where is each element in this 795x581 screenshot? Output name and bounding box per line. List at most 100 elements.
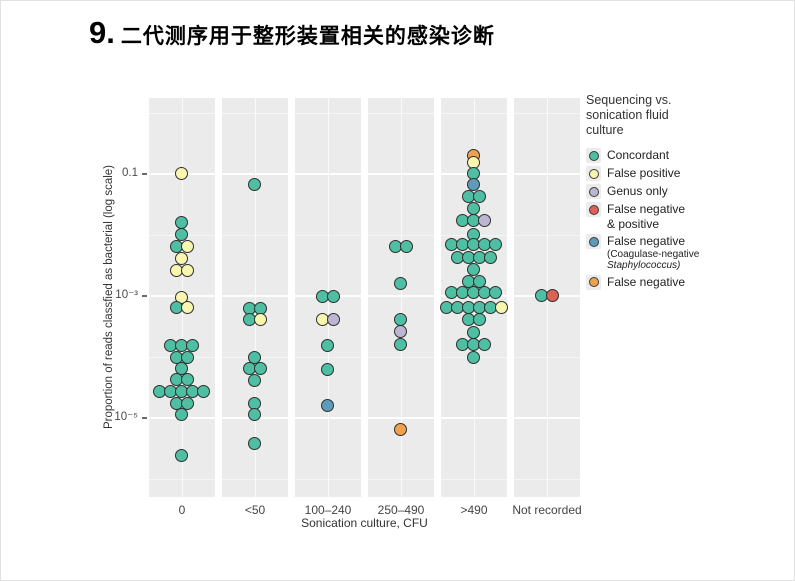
facet-panel-5 — [514, 98, 580, 497]
y-tick-mark — [142, 417, 147, 419]
data-point-c — [175, 448, 188, 462]
data-point-fp — [175, 252, 188, 266]
legend-key-icon — [586, 184, 601, 199]
legend-item-label: False negative (Coagulase-negative Staphyl… — [607, 234, 700, 271]
facet-panel-3 — [368, 98, 434, 497]
gridline-minor — [222, 235, 288, 236]
data-point-c — [321, 339, 334, 353]
data-point-fp — [180, 263, 194, 277]
legend-items: Concordant False positive Genus only False … — [586, 148, 791, 290]
legend-key-icon — [586, 274, 601, 290]
legend-key-dot — [588, 236, 599, 247]
data-point-c — [394, 312, 407, 326]
gridline-minor — [222, 113, 288, 114]
legend-item-label: False positive — [607, 166, 681, 180]
data-point-fp — [180, 301, 194, 315]
facet-panel-2 — [295, 98, 361, 497]
gridline-minor — [514, 357, 580, 358]
legend: Sequencing vs. sonication fluid culture … — [586, 93, 791, 293]
gridline-minor — [441, 479, 507, 480]
legend-key-dot — [588, 150, 599, 161]
gridline-major — [295, 417, 361, 419]
legend-item-fn: False negative — [586, 274, 791, 290]
data-point-fp — [180, 240, 194, 254]
y-tick-label: 10⁻³ — [115, 289, 138, 301]
legend-title: Sequencing vs. sonication fluid culture — [586, 93, 672, 137]
data-point-c — [197, 384, 210, 398]
gridline-major — [368, 417, 434, 419]
gridline-major — [295, 173, 361, 175]
data-point-g — [326, 313, 340, 327]
facet-panel-1 — [222, 98, 288, 497]
gridline-major — [222, 173, 288, 175]
y-tick-mark — [142, 295, 147, 297]
legend-key-dot — [588, 186, 599, 197]
data-point-c — [399, 240, 413, 254]
data-point-c — [483, 250, 497, 264]
data-point-c — [321, 362, 334, 376]
data-point-c — [467, 351, 480, 365]
data-point-c — [248, 374, 261, 388]
data-point-g — [394, 324, 407, 338]
gridline-minor — [149, 113, 215, 114]
gridline-major — [514, 417, 580, 419]
data-point-c — [467, 262, 480, 276]
data-point-fp — [175, 167, 188, 180]
data-point-c — [180, 372, 194, 386]
legend-item-fnp: False negative & positive — [586, 202, 791, 231]
data-point-c — [248, 408, 261, 422]
gridline-minor — [295, 113, 361, 114]
legend-item-label: Concordant — [607, 148, 670, 162]
facet-panel-4 — [439, 98, 508, 497]
data-point-g — [478, 213, 491, 227]
gridline-major — [514, 173, 580, 175]
gridline-major — [222, 295, 288, 297]
gridline-major — [368, 173, 434, 175]
x-axis-label: Sonication culture, CFU — [301, 516, 428, 530]
title-text: 二代测序用于整形装置相关的感染诊断 — [120, 25, 495, 48]
data-point-c — [175, 408, 188, 422]
gridline-major — [368, 295, 434, 297]
gridline-minor — [368, 479, 434, 480]
legend-key-dot — [588, 204, 599, 215]
gridline-minor — [149, 479, 215, 480]
data-point-fncons — [467, 178, 480, 191]
data-point-c — [394, 337, 407, 351]
x-category-label: >490 — [460, 503, 488, 517]
data-point-c — [248, 178, 261, 192]
gridline-minor — [368, 235, 434, 236]
legend-key-icon — [586, 202, 601, 217]
y-tick-mark — [142, 173, 147, 175]
data-point-c — [472, 312, 486, 326]
x-category-label: Not recorded — [512, 503, 582, 517]
data-point-c — [394, 276, 407, 290]
data-point-fn — [394, 422, 407, 436]
legend-item-fncons: False negative (Coagulase-negative Staphyl… — [586, 234, 791, 272]
gridline-minor — [295, 479, 361, 480]
data-point-fnp — [545, 289, 559, 302]
data-point-c — [175, 215, 188, 229]
x-category-label: 0 — [178, 503, 186, 517]
data-point-fp — [494, 300, 508, 314]
gridline-vertical — [401, 98, 402, 497]
gridline-minor — [441, 113, 507, 114]
legend-item-g: Genus only — [586, 184, 791, 199]
data-point-c — [489, 238, 502, 252]
gridline-minor — [295, 357, 361, 358]
legend-item-label: False negative & positive — [607, 202, 686, 231]
data-point-c — [489, 286, 502, 300]
y-tick-label: 10⁻⁵ — [114, 411, 138, 423]
x-category-label: 250–490 — [377, 503, 425, 517]
gridline-minor — [222, 479, 288, 480]
gridline-minor — [368, 113, 434, 114]
data-point-c — [175, 228, 188, 241]
legend-key-dot — [588, 277, 599, 287]
data-point-c — [180, 396, 194, 410]
data-point-c — [326, 290, 340, 304]
gridline-minor — [514, 113, 580, 114]
x-category-label: <50 — [244, 503, 266, 517]
x-category-label: 100–240 — [304, 503, 352, 517]
gridline-minor — [368, 357, 434, 358]
gridline-major — [441, 417, 507, 419]
